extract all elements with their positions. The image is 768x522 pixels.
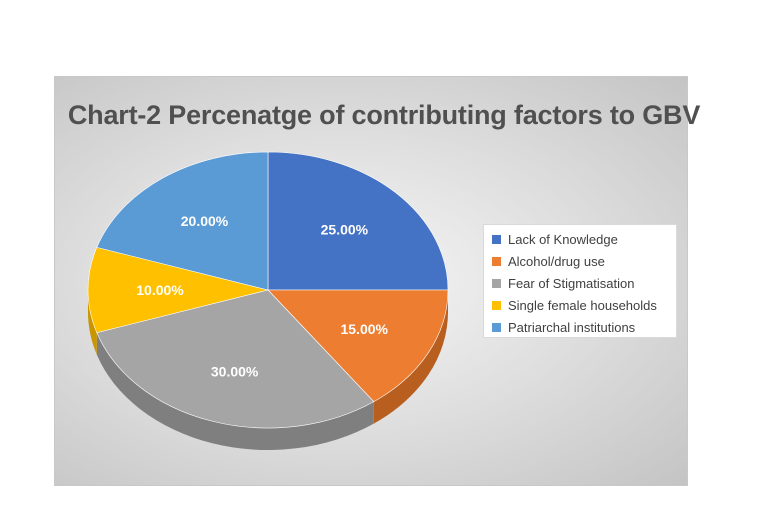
data-label-lack-of-knowledge: 25.00% [321, 221, 369, 237]
chart-title: Chart-2 Percenatge of contributing facto… [67, 100, 701, 130]
pie-side-single-female-households [88, 290, 97, 355]
legend-swatch [492, 278, 501, 288]
pie-slice-single-female-households [87, 247, 269, 333]
legend-label: Patriarchal institutions [508, 319, 636, 335]
legend-swatch [492, 256, 501, 266]
legend-swatch [492, 300, 501, 310]
legend: Lack of Knowledge Alcohol/drug use Fear of… [483, 224, 677, 338]
pie-side-walls [88, 290, 449, 451]
legend-item: Single female households [492, 294, 676, 316]
pie-slice-patriarchal-institutions [96, 151, 269, 291]
legend-item: Lack of Knowledge [492, 228, 676, 250]
data-label-alcohol-drug-use: 15.00% [340, 321, 388, 337]
pie-slice-fear-of-stigmatisation [96, 289, 375, 429]
legend-label: Single female households [508, 297, 657, 313]
legend-item: Patriarchal institutions [492, 316, 676, 338]
pie-slice-lack-of-knowledge [267, 151, 449, 291]
legend-item: Alcohol/drug use [492, 250, 676, 272]
pie-side-alcohol-drug-use [373, 290, 449, 424]
legend-swatch [492, 322, 501, 332]
pie-slice-alcohol-drug-use [267, 289, 449, 403]
legend-swatch [492, 234, 501, 244]
legend-label: Lack of Knowledge [508, 231, 618, 247]
legend-label: Alcohol/drug use [508, 253, 605, 269]
legend-item: Fear of Stigmatisation [492, 272, 676, 294]
data-label-patriarchal-institutions: 20.00% [181, 213, 229, 229]
pie-side-fear-of-stigmatisation [96, 332, 374, 451]
data-label-fear-of-stigmatisation: 30.00% [211, 363, 259, 379]
data-label-single-female-households: 10.00% [136, 282, 184, 298]
legend-label: Fear of Stigmatisation [508, 275, 635, 291]
